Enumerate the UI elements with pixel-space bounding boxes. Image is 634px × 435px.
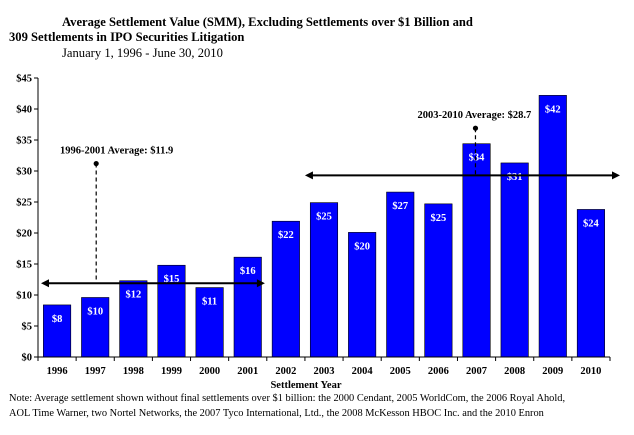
bar-data-label: $15 <box>164 274 180 285</box>
average-line-arrow-left <box>304 171 313 180</box>
y-tick-label: $5 <box>22 322 33 333</box>
x-tick-label: 2005 <box>390 366 411 377</box>
bar <box>386 191 415 358</box>
x-tick-label: 1999 <box>161 366 182 377</box>
footnote-line-1: Note: Average settlement shown without f… <box>9 393 566 404</box>
bar <box>500 162 529 358</box>
bar <box>271 220 300 358</box>
x-tick-label: 1998 <box>123 366 144 377</box>
bar-data-label: $11 <box>202 297 217 308</box>
average-label: 1996-2001 Average: $11.9 <box>60 146 173 157</box>
x-tick-label: 2010 <box>580 366 601 377</box>
y-tick-label: $35 <box>16 136 32 147</box>
footnote-line-2: AOL Time Warner, two Nortel Networks, th… <box>9 408 544 419</box>
y-axis: $0 $5 $10 $15 $20 $25 $30 $35 $40 $45 <box>16 74 39 364</box>
average-annotations: 1996-2001 Average: $11.9 2003-2010 Averag… <box>41 110 620 288</box>
y-tick-label: $40 <box>16 105 32 116</box>
x-tick-label: 2008 <box>504 366 525 377</box>
bar-data-label: $25 <box>431 213 447 224</box>
bar-data-label: $27 <box>392 201 408 212</box>
bar-data-label: $12 <box>125 290 141 301</box>
average-line-arrow-right <box>612 171 620 180</box>
x-tick-label: 2009 <box>542 366 563 377</box>
x-tick-label: 2007 <box>466 366 487 377</box>
chart-subtitle: January 1, 1996 - June 30, 2010 <box>62 46 223 60</box>
bar-data-label: $10 <box>87 306 103 317</box>
bar-data-label: $24 <box>583 218 600 229</box>
bar-data-label: $20 <box>354 241 370 252</box>
bar-data-label: $22 <box>278 230 294 241</box>
bar <box>309 202 339 358</box>
x-tick-label: 1997 <box>85 366 106 377</box>
bar-data-label: $34 <box>469 153 486 164</box>
y-tick-label: $45 <box>16 74 32 85</box>
bar-data-label: $42 <box>545 104 561 115</box>
y-tick-label: $0 <box>22 353 33 364</box>
bar-data-label: $31 <box>507 172 523 183</box>
x-tick-label: 2004 <box>352 366 374 377</box>
bar <box>462 143 491 358</box>
x-tick-label: 2000 <box>199 366 220 377</box>
y-tick-label: $10 <box>16 291 32 302</box>
y-tick-label: $30 <box>16 167 32 178</box>
bar <box>43 304 72 358</box>
y-tick-label: $15 <box>16 260 32 271</box>
x-axis: 1996 1997 1998 1999 2000 2001 2002 2003 2004 2005… <box>37 356 611 377</box>
y-tick-label: $25 <box>16 198 32 209</box>
x-tick-label: 2002 <box>275 366 296 377</box>
x-tick-label: 1996 <box>47 366 68 377</box>
bar <box>424 203 453 358</box>
x-axis-label: Settlement Year <box>270 380 341 391</box>
chart-title-line-2: 309 Settlements in IPO Securities Litiga… <box>9 30 245 44</box>
bar-data-label: $16 <box>240 266 256 277</box>
bars: $8 $10 $12 $15 $11 $16 $22 $25 $20 $27 $25 $34 $31 $4… <box>43 95 605 358</box>
bar-data-label: $25 <box>316 212 332 223</box>
x-tick-label: 2001 <box>237 366 258 377</box>
chart-title-line-1: Average Settlement Value (SMM), Excludin… <box>62 15 473 29</box>
average-leader-dot <box>472 125 479 131</box>
bar <box>576 209 605 358</box>
bar-data-label: $8 <box>52 314 63 325</box>
y-tick-label: $20 <box>16 229 32 240</box>
average-leader-dot <box>93 160 99 167</box>
average-label: 2003-2010 Average: $28.7 <box>417 110 531 121</box>
average-line-arrow-left <box>41 279 49 288</box>
x-tick-label: 2003 <box>314 366 335 377</box>
average-line-arrow-right <box>256 279 265 288</box>
bar <box>538 95 567 358</box>
bar <box>348 232 377 358</box>
x-tick-label: 2006 <box>428 366 449 377</box>
